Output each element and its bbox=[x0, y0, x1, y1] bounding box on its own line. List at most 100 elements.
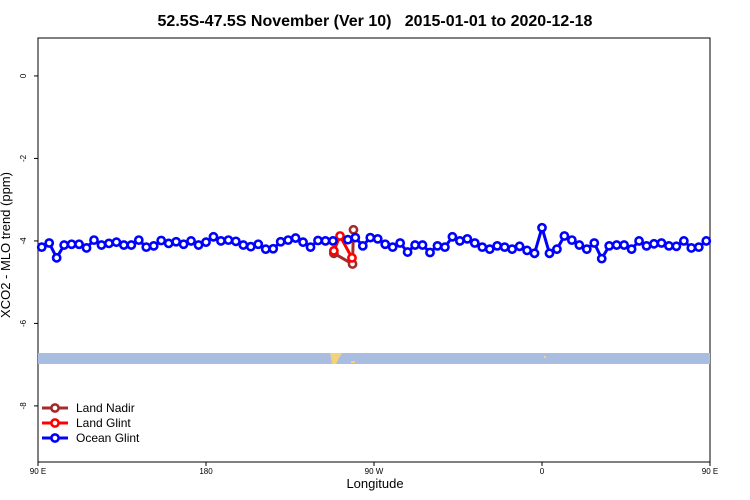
data-point bbox=[641, 240, 652, 251]
data-point bbox=[81, 243, 92, 253]
data-point bbox=[634, 236, 644, 246]
data-point bbox=[328, 245, 339, 256]
x-axis-label: Longitude bbox=[346, 476, 403, 491]
data-point bbox=[529, 248, 540, 259]
data-point bbox=[347, 252, 357, 263]
data-point bbox=[156, 235, 167, 246]
data-point bbox=[440, 242, 450, 253]
data-point bbox=[111, 237, 122, 248]
data-point bbox=[372, 233, 383, 244]
y-tick-label: -8 bbox=[19, 402, 28, 410]
data-point bbox=[305, 242, 316, 253]
y-axis-label: XCO2 - MLO trend (ppm) bbox=[0, 172, 13, 318]
data-point bbox=[148, 240, 159, 251]
data-point bbox=[484, 244, 495, 255]
data-point bbox=[89, 235, 99, 246]
data-point bbox=[566, 235, 577, 246]
data-point bbox=[290, 233, 301, 243]
data-point bbox=[678, 236, 689, 246]
data-point bbox=[313, 235, 323, 246]
y-tick-label: -6 bbox=[19, 319, 28, 327]
data-point bbox=[342, 234, 353, 245]
data-point bbox=[477, 242, 488, 253]
data-point bbox=[589, 238, 600, 248]
x-tick-label: 180 bbox=[199, 467, 213, 476]
data-point bbox=[350, 232, 361, 243]
data-point bbox=[604, 240, 615, 251]
data-point bbox=[163, 238, 174, 249]
data-point bbox=[348, 224, 359, 235]
map-strip bbox=[38, 353, 710, 364]
data-point bbox=[544, 248, 555, 259]
x-tick-label: 90 E bbox=[702, 467, 718, 476]
data-point bbox=[537, 222, 547, 233]
data-point bbox=[178, 239, 189, 250]
data-point bbox=[596, 253, 607, 264]
x-tick-label: 90 W bbox=[365, 467, 384, 476]
data-point bbox=[44, 238, 55, 248]
data-point bbox=[559, 231, 570, 241]
data-point bbox=[701, 236, 712, 246]
data-point bbox=[402, 247, 413, 257]
data-point bbox=[365, 232, 376, 243]
data-point bbox=[626, 244, 637, 255]
data-point bbox=[260, 244, 271, 255]
data-point bbox=[447, 231, 458, 242]
data-point bbox=[74, 239, 84, 250]
data-point bbox=[462, 233, 473, 244]
data-point bbox=[216, 236, 226, 246]
data-point bbox=[104, 238, 114, 249]
data-point bbox=[36, 242, 47, 253]
data-point bbox=[469, 238, 480, 248]
data-point bbox=[201, 237, 211, 248]
data-point bbox=[335, 231, 345, 241]
data-point bbox=[357, 240, 368, 251]
data-point bbox=[118, 240, 129, 250]
data-point bbox=[693, 242, 704, 253]
legend-label: Land Glint bbox=[76, 416, 131, 430]
legend-marker bbox=[50, 418, 60, 428]
data-point bbox=[193, 240, 204, 250]
data-point bbox=[417, 240, 428, 250]
legend-marker bbox=[50, 433, 60, 443]
data-point bbox=[664, 240, 674, 251]
data-point bbox=[245, 241, 256, 252]
data-point bbox=[410, 240, 420, 250]
data-point bbox=[230, 236, 241, 247]
data-point bbox=[126, 240, 137, 250]
data-point bbox=[238, 240, 249, 250]
y-tick-label: 0 bbox=[19, 73, 28, 78]
data-point bbox=[499, 242, 510, 253]
data-point bbox=[96, 240, 107, 250]
data-point bbox=[66, 239, 77, 250]
data-point bbox=[395, 238, 406, 248]
data-point bbox=[387, 242, 398, 253]
y-tick-label: -4 bbox=[19, 237, 28, 245]
data-point bbox=[492, 240, 503, 251]
x-tick-label: 90 E bbox=[30, 467, 46, 476]
data-point bbox=[611, 240, 622, 250]
chart-title: 52.5S-47.5S November (Ver 10) 2015-01-01… bbox=[158, 13, 593, 30]
data-point bbox=[59, 240, 70, 250]
legend-label: Ocean Glint bbox=[76, 431, 140, 445]
data-point bbox=[328, 236, 338, 246]
y-tick-label: -2 bbox=[19, 154, 28, 162]
data-point bbox=[320, 236, 331, 246]
data-point bbox=[425, 247, 435, 258]
data-point bbox=[432, 240, 443, 251]
data-point bbox=[208, 231, 219, 242]
data-point bbox=[649, 238, 659, 249]
data-point bbox=[686, 243, 697, 253]
data-point bbox=[514, 241, 525, 252]
data-point bbox=[522, 245, 532, 256]
data-point bbox=[507, 244, 518, 255]
data-point bbox=[186, 236, 196, 246]
data-point bbox=[223, 235, 234, 246]
data-point bbox=[141, 242, 152, 253]
data-point bbox=[298, 237, 308, 248]
x-tick-label: 0 bbox=[540, 467, 545, 476]
data-point bbox=[619, 240, 630, 250]
data-point bbox=[51, 252, 62, 263]
